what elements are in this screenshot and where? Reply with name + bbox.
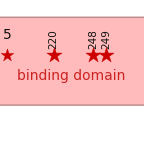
Point xyxy=(92,54,94,57)
Text: binding domain: binding domain xyxy=(17,69,125,83)
Text: 5: 5 xyxy=(3,28,11,42)
Point xyxy=(105,54,107,57)
FancyBboxPatch shape xyxy=(0,17,144,105)
Text: 249: 249 xyxy=(101,29,111,49)
Text: 220: 220 xyxy=(49,29,59,49)
Point xyxy=(53,54,55,57)
Text: 248: 248 xyxy=(88,29,98,49)
Point xyxy=(5,54,8,57)
